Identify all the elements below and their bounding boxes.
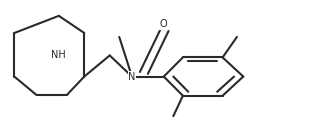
Text: N: N: [128, 72, 136, 82]
Text: NH: NH: [52, 50, 66, 60]
Text: O: O: [160, 19, 168, 29]
